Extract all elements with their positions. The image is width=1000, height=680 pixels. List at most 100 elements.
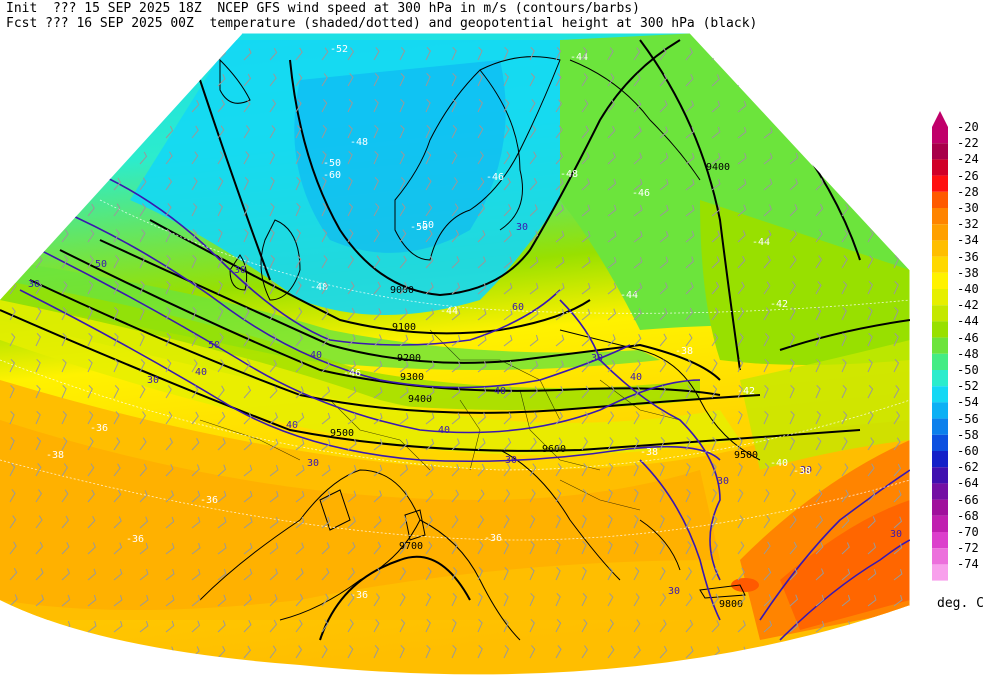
wind-barb <box>295 464 305 477</box>
wind-barb <box>789 594 799 607</box>
wind-barb <box>139 516 149 529</box>
wind-barb <box>893 203 901 217</box>
wind-barb <box>607 178 617 191</box>
wind-barb <box>581 204 591 217</box>
colorbar-level-label: -46 <box>957 330 979 345</box>
wind-barb <box>113 100 123 113</box>
wind-barb <box>217 490 227 503</box>
wind-barb <box>789 620 799 633</box>
wind-barb <box>217 202 223 217</box>
wind-barb <box>477 566 483 581</box>
wind-barb <box>503 125 510 139</box>
wind-barb <box>867 203 875 217</box>
wind-barb <box>139 48 149 61</box>
wind-barb <box>399 229 407 243</box>
wind-barb <box>139 568 149 581</box>
wind-barb <box>529 308 539 321</box>
wind-barb <box>35 620 45 633</box>
wind-barb <box>841 332 847 347</box>
wind-barb <box>113 126 122 139</box>
wind-barb <box>113 177 122 191</box>
wind-barb <box>555 360 564 373</box>
wind-barb <box>347 124 353 139</box>
wind-barb <box>347 541 356 555</box>
wind-barb <box>477 412 486 425</box>
wind-barb <box>503 489 511 503</box>
wind-barb <box>269 542 279 555</box>
wind-barb <box>61 646 71 659</box>
wind-barb <box>737 333 744 347</box>
svg-text:-52: -52 <box>330 44 348 55</box>
colorbar-level-label: -30 <box>957 201 979 215</box>
wind-barb <box>425 334 435 347</box>
wind-barb <box>87 437 94 451</box>
wind-barb <box>321 307 329 321</box>
wind-barb <box>165 332 171 347</box>
wind-barb <box>763 74 773 87</box>
wind-barb <box>737 593 746 607</box>
wind-barb <box>893 463 902 477</box>
wind-barb <box>113 306 119 321</box>
wind-barb <box>555 334 565 347</box>
wind-barb <box>529 73 536 87</box>
svg-text:-50: -50 <box>323 158 341 169</box>
colorbar-level-label: -48 <box>957 346 979 361</box>
svg-text:30: 30 <box>147 375 159 386</box>
wind-barb <box>165 177 173 191</box>
wind-barb <box>685 359 693 373</box>
wind-barb <box>789 515 797 529</box>
svg-text:-42: -42 <box>737 386 755 397</box>
wind-barb <box>321 412 331 425</box>
wind-barb <box>607 411 615 425</box>
wind-barb <box>35 515 43 529</box>
wind-barb <box>633 126 642 139</box>
wind-barb <box>243 73 252 87</box>
wind-barb <box>295 386 304 399</box>
colorbar-swatch <box>932 418 948 435</box>
wind-barb <box>321 229 328 243</box>
wind-barb <box>451 151 458 165</box>
wind-barb <box>61 437 68 451</box>
wind-barb <box>477 618 483 633</box>
wind-barb <box>35 100 45 113</box>
wind-barb <box>295 176 301 191</box>
wind-barb <box>607 334 616 347</box>
wind-barb <box>87 177 96 191</box>
wind-barb <box>165 359 172 373</box>
height-label-9300: 9300 <box>400 372 424 383</box>
wind-barb <box>841 384 847 399</box>
svg-text:-38: -38 <box>675 346 693 357</box>
wind-barb <box>373 255 381 269</box>
wind-barb <box>581 99 589 113</box>
wind-barb <box>867 542 877 555</box>
wind-barb <box>815 203 824 217</box>
wind-barb <box>9 307 16 321</box>
wind-barb <box>633 540 639 555</box>
wind-barb <box>9 515 17 529</box>
wind-barb <box>191 359 198 373</box>
svg-text:-38: -38 <box>46 450 64 461</box>
wind-barb <box>243 125 251 139</box>
wind-barb <box>633 99 642 113</box>
wind-barb <box>451 515 459 529</box>
wind-barb <box>633 308 642 321</box>
svg-text:-46: -46 <box>486 172 504 183</box>
wind-barb <box>711 410 717 425</box>
wind-barb <box>555 125 563 139</box>
wind-barb <box>555 230 565 243</box>
wind-barb <box>269 99 277 113</box>
wind-barb <box>685 567 693 581</box>
wind-barb <box>581 125 590 139</box>
wind-barb <box>841 126 851 139</box>
wind-barb <box>87 306 93 321</box>
wind-barb <box>529 645 536 659</box>
colorbar-swatch <box>932 289 948 306</box>
wind-barb <box>529 99 536 113</box>
wind-barb <box>503 515 510 529</box>
wind-barb <box>165 411 173 425</box>
wind-barb <box>815 48 825 61</box>
wind-barb <box>399 360 409 373</box>
wind-barb <box>581 152 590 165</box>
wind-barb <box>425 489 434 503</box>
wind-barb <box>269 307 276 321</box>
